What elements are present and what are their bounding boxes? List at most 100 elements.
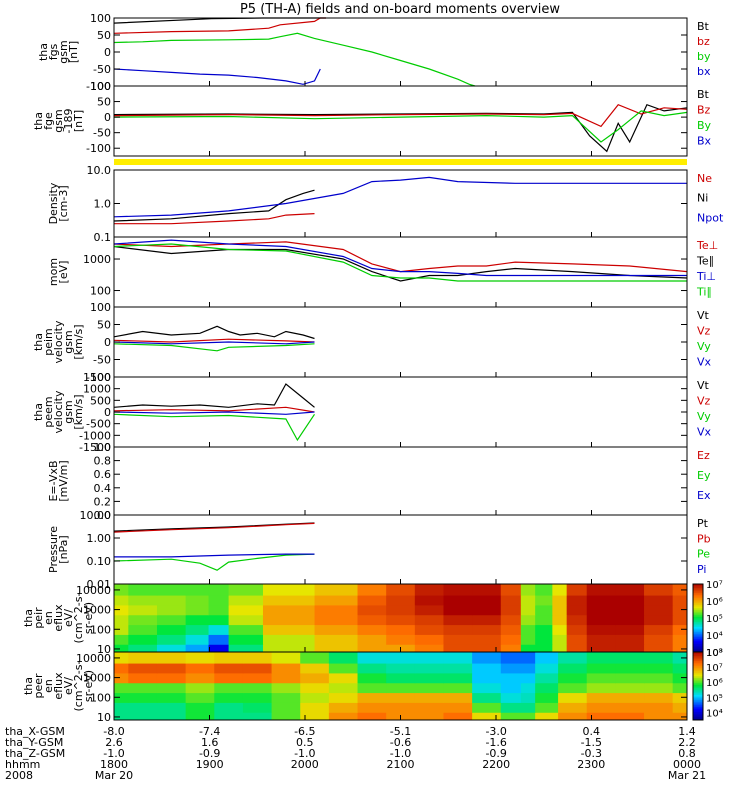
legend-entry: Ey — [697, 469, 711, 482]
heatmap-cell — [552, 595, 568, 606]
heatmap-cell — [586, 672, 616, 684]
heatmap-cell — [214, 652, 244, 664]
legend-entry: Bx — [697, 135, 712, 148]
panel-frame — [113, 514, 688, 585]
panel-ylabel-line: tha — [22, 677, 35, 695]
heatmap-cell — [386, 634, 416, 645]
heatmap-cell — [500, 663, 522, 674]
colorbar-segment — [693, 674, 703, 677]
footer-value: 2.2 — [678, 736, 696, 749]
colorbar-segment — [693, 619, 703, 622]
series-line-Ti∥ — [113, 243, 687, 282]
colorbar-segment — [693, 631, 703, 634]
heatmap-cell — [328, 652, 359, 664]
heatmap-cell — [672, 672, 688, 684]
colorbar-segment — [693, 655, 703, 658]
y-tick-label: 100 — [90, 285, 111, 298]
heatmap-cell — [472, 682, 502, 694]
heatmap-cell — [357, 712, 387, 721]
colorbar-segment — [693, 616, 703, 619]
heatmap-cell — [185, 604, 210, 616]
heatmap-cell — [185, 634, 210, 645]
footer-value: -3.0 — [485, 725, 506, 738]
heatmap-cell — [208, 624, 230, 635]
heatmap-cell — [535, 652, 559, 664]
heatmap-cell — [357, 644, 387, 653]
heatmap-cell — [414, 652, 444, 664]
heatmap-cell — [128, 624, 158, 635]
heatmap-cell — [615, 682, 645, 694]
heatmap-cell — [443, 595, 473, 606]
heatmap-cell — [242, 663, 273, 674]
heatmap-cell — [314, 584, 359, 596]
heatmap-cell — [520, 624, 536, 635]
y-tick-label: 0.10 — [87, 555, 112, 568]
colorbar-label: 10⁷ — [706, 663, 723, 674]
heatmap-cell — [357, 702, 387, 713]
heatmap-cell — [156, 652, 187, 664]
colorbar-segment — [693, 652, 703, 655]
footer-value: -1.0 — [103, 747, 124, 760]
y-tick-label: 50 — [97, 29, 111, 42]
colorbar-segment — [693, 594, 703, 597]
panel-peir: 10⁷10⁶10⁵10⁴10³10000100010010thapeirenef… — [22, 580, 723, 659]
heatmap-cell — [472, 595, 502, 606]
panel-ylabel-line: peir — [32, 607, 45, 629]
colorbar-segment — [693, 682, 703, 685]
heatmap-cell — [672, 663, 688, 674]
heatmap-cell — [314, 614, 359, 626]
y-tick-label: 10.00 — [80, 509, 112, 522]
panel-ylabel-line: eflux — [52, 672, 65, 700]
colorbar-segment — [693, 606, 703, 609]
heatmap-cell — [672, 702, 688, 713]
colorbar-segment — [693, 703, 703, 706]
series-line-bx — [113, 68, 321, 85]
legend-entry: Pi — [697, 563, 706, 576]
heatmap-cell — [644, 652, 674, 664]
heatmap-cell — [558, 682, 588, 694]
y-tick-label: 0.0 — [94, 509, 112, 522]
heatmap-cell — [185, 663, 215, 674]
heatmap-cell — [586, 614, 616, 626]
heatmap-cell — [357, 584, 387, 596]
heatmap-cell — [443, 604, 473, 616]
panel-ylabel-line: tha — [32, 333, 45, 351]
colorbar-segment — [693, 595, 703, 599]
heatmap-cell — [228, 644, 264, 653]
heatmap-cell — [128, 634, 158, 645]
heatmap-cell — [443, 682, 473, 694]
heatmap-cell — [535, 614, 553, 626]
y-tick-label: -100 — [86, 371, 111, 384]
heatmap-cell — [520, 672, 536, 684]
heatmap-cell — [644, 584, 674, 596]
y-tick-label: 10 — [97, 711, 111, 724]
series-line-Vy — [113, 343, 315, 352]
colorbar-segment — [693, 633, 703, 636]
heatmap-cell — [615, 634, 645, 645]
heatmap-cell — [443, 624, 473, 635]
heatmap-cell — [615, 712, 645, 721]
heatmap-cell — [500, 595, 522, 606]
heatmap-cell — [615, 652, 645, 664]
colorbar-segment — [693, 714, 703, 718]
panel-ylabel-line: Pressure — [47, 526, 60, 573]
y-tick-label: 1.0 — [94, 441, 112, 454]
colorbar-label: 10⁴ — [706, 708, 723, 719]
heatmap-cell — [535, 663, 559, 674]
panel-ylabel-line: E=-VxB — [47, 460, 60, 501]
y-tick-label: 500 — [90, 394, 111, 407]
heatmap-cell — [414, 604, 444, 616]
panel-density: 10.0 1.0 0.1 Density[cm-3] Ne Ni Npot — [47, 164, 724, 244]
heatmap-cell — [615, 672, 645, 684]
panel-ylabel-line: velocity — [52, 320, 65, 363]
heatmap-cell — [472, 584, 502, 596]
footer-value: 2100 — [387, 758, 415, 771]
heatmap-cell — [644, 663, 674, 674]
heatmap-cell — [271, 712, 301, 721]
heatmap-cell — [520, 682, 536, 694]
colorbar-segment — [693, 670, 703, 673]
series-line-Vz — [113, 338, 315, 343]
heatmap-cell — [615, 584, 645, 596]
colorbar-segment — [693, 689, 703, 692]
